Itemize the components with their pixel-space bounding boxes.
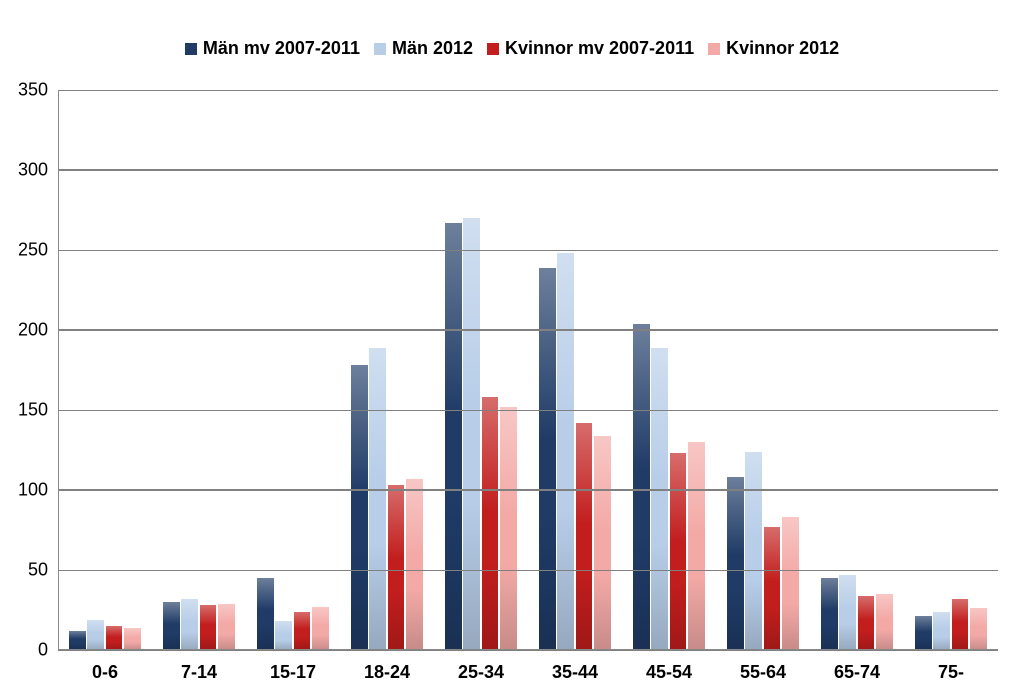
gridline [58, 570, 998, 571]
y-tick-label: 50 [0, 560, 48, 581]
bar [858, 596, 875, 650]
bar [87, 620, 104, 650]
x-tick-label: 35-44 [552, 662, 598, 683]
legend-item: Män 2012 [374, 38, 473, 59]
bar [839, 575, 856, 650]
chart-legend: Män mv 2007-2011 Män 2012 Kvinnor mv 2007-… [0, 38, 1024, 59]
y-tick-label: 200 [0, 320, 48, 341]
bar [406, 479, 423, 650]
chart-container: Män mv 2007-2011 Män 2012 Kvinnor mv 2007-… [0, 0, 1024, 699]
bar [688, 442, 705, 650]
bar [312, 607, 329, 650]
gridline [58, 250, 998, 251]
gridline [58, 90, 998, 91]
bar [745, 452, 762, 650]
bar [294, 612, 311, 650]
bar [275, 621, 292, 650]
x-tick-label: 18-24 [364, 662, 410, 683]
y-tick-label: 250 [0, 240, 48, 261]
bar [915, 616, 932, 650]
gridline [58, 410, 998, 411]
y-axis-line [58, 90, 59, 650]
bar [218, 604, 235, 650]
y-tick-label: 150 [0, 400, 48, 421]
legend-swatch [374, 43, 386, 55]
bar [181, 599, 198, 650]
y-tick-label: 300 [0, 160, 48, 181]
legend-item: Kvinnor 2012 [708, 38, 839, 59]
bar [106, 626, 123, 650]
bar [933, 612, 950, 650]
bar [764, 527, 781, 650]
bar [388, 485, 405, 650]
bar [970, 608, 987, 650]
legend-swatch [487, 43, 499, 55]
bar [633, 324, 650, 650]
bar [351, 365, 368, 650]
legend-label: Män 2012 [392, 38, 473, 59]
y-tick-label: 0 [0, 640, 48, 661]
bar [576, 423, 593, 650]
legend-swatch [708, 43, 720, 55]
x-tick-label: 55-64 [740, 662, 786, 683]
legend-label: Kvinnor mv 2007-2011 [505, 38, 694, 59]
legend-label: Män mv 2007-2011 [203, 38, 360, 59]
y-tick-label: 350 [0, 80, 48, 101]
x-tick-label: 25-34 [458, 662, 504, 683]
plot-area: 0501001502002503003500-67-1415-1718-2425… [58, 90, 998, 650]
x-tick-label: 75- [938, 662, 964, 683]
gridline [58, 329, 998, 331]
x-axis-line [58, 649, 998, 650]
x-tick-label: 65-74 [834, 662, 880, 683]
bar [257, 578, 274, 650]
x-tick-label: 45-54 [646, 662, 692, 683]
bar [670, 453, 687, 650]
bar [539, 268, 556, 650]
legend-item: Kvinnor mv 2007-2011 [487, 38, 694, 59]
x-tick-label: 15-17 [270, 662, 316, 683]
legend-item: Män mv 2007-2011 [185, 38, 360, 59]
bar [200, 605, 217, 650]
bar [482, 397, 499, 650]
x-tick-label: 0-6 [92, 662, 118, 683]
bars-layer [58, 90, 998, 650]
y-tick-label: 100 [0, 480, 48, 501]
gridline [58, 169, 998, 171]
bar [69, 631, 86, 650]
bar [500, 407, 517, 650]
bar [821, 578, 838, 650]
x-tick-label: 7-14 [181, 662, 217, 683]
bar [594, 436, 611, 650]
legend-swatch [185, 43, 197, 55]
bar [952, 599, 969, 650]
bar [727, 477, 744, 650]
bar [124, 628, 141, 650]
bar [369, 348, 386, 650]
bar [463, 218, 480, 650]
bar [782, 517, 799, 650]
bar [163, 602, 180, 650]
legend-label: Kvinnor 2012 [726, 38, 839, 59]
bar [651, 348, 668, 650]
gridline [58, 489, 998, 491]
bar [557, 253, 574, 650]
bar [445, 223, 462, 650]
bar [876, 594, 893, 650]
